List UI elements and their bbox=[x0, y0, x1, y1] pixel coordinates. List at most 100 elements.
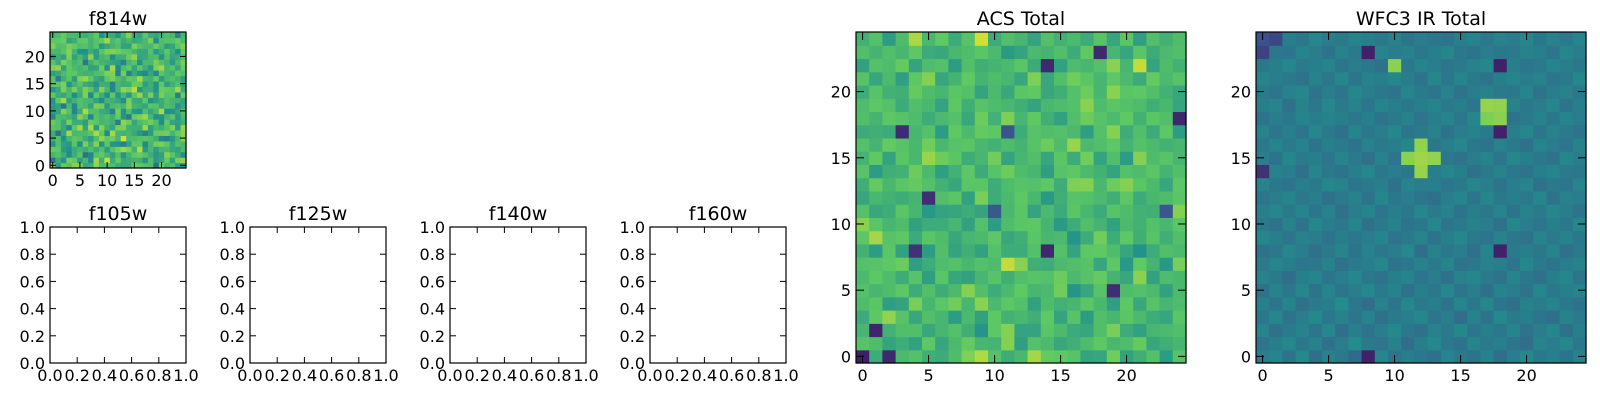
heatmap-cell bbox=[1080, 111, 1095, 126]
heatmap-cell bbox=[961, 296, 976, 311]
heatmap-cell bbox=[82, 59, 89, 66]
heatmap-cell bbox=[180, 157, 187, 164]
heatmap-cell bbox=[1546, 310, 1561, 324]
heatmap-cell bbox=[153, 59, 160, 66]
heatmap-cell bbox=[1054, 323, 1068, 338]
heatmap-cell bbox=[98, 119, 105, 126]
heatmap-cell bbox=[1335, 296, 1349, 311]
heatmap-cell bbox=[1520, 230, 1534, 245]
heatmap-cell bbox=[1172, 32, 1187, 46]
y-tick-label: 20 bbox=[1231, 83, 1251, 102]
heatmap-cell bbox=[1146, 217, 1161, 232]
heatmap-cell bbox=[142, 86, 149, 93]
heatmap-cell bbox=[109, 48, 116, 55]
heatmap-cell bbox=[895, 349, 910, 364]
heatmap-cell bbox=[935, 296, 949, 311]
heatmap-cell bbox=[1120, 257, 1134, 271]
heatmap-cell bbox=[1361, 98, 1376, 113]
heatmap-cell bbox=[1040, 283, 1055, 298]
heatmap-cell bbox=[142, 157, 149, 164]
heatmap-cell bbox=[169, 32, 176, 39]
heatmap-cell bbox=[961, 257, 976, 271]
heatmap-cell bbox=[1440, 98, 1455, 113]
heatmap-cell bbox=[1427, 84, 1442, 99]
heatmap-cell bbox=[974, 124, 989, 139]
heatmap-cell bbox=[895, 45, 910, 60]
heatmap-cell bbox=[1493, 111, 1508, 126]
heatmap-cell bbox=[158, 129, 165, 136]
heatmap-cell bbox=[1269, 230, 1283, 245]
heatmap-cell bbox=[1040, 71, 1055, 86]
heatmap-cell bbox=[1146, 71, 1161, 86]
heatmap-cell bbox=[55, 42, 62, 49]
heatmap-cell bbox=[115, 146, 122, 153]
heatmap-cell bbox=[1533, 137, 1547, 152]
panel-title: f140w bbox=[489, 203, 548, 225]
heatmap-cell bbox=[1335, 283, 1349, 298]
heatmap-cell bbox=[66, 129, 73, 136]
heatmap-cell bbox=[1361, 296, 1376, 311]
heatmap-cell bbox=[1146, 323, 1161, 338]
heatmap-cell bbox=[1348, 58, 1363, 73]
heatmap-cell bbox=[1093, 84, 1108, 99]
heatmap-cell bbox=[158, 75, 165, 82]
heatmap-cell bbox=[1361, 84, 1376, 99]
heatmap-cell bbox=[1159, 257, 1174, 271]
heatmap-cell bbox=[147, 48, 154, 55]
heatmap-cell bbox=[1454, 283, 1468, 298]
heatmap-cell bbox=[1480, 310, 1495, 324]
heatmap-cell bbox=[1440, 310, 1455, 324]
heatmap-cell bbox=[1093, 164, 1108, 179]
heatmap-cell bbox=[1520, 111, 1534, 126]
heatmap-cell bbox=[856, 98, 870, 113]
heatmap-cell bbox=[1067, 58, 1081, 73]
heatmap-cell bbox=[82, 102, 89, 109]
heatmap-cell bbox=[948, 84, 963, 99]
heatmap-cell bbox=[1467, 270, 1481, 285]
heatmap-cell bbox=[1054, 45, 1068, 60]
heatmap-cell bbox=[974, 71, 989, 86]
heatmap-cell bbox=[1322, 243, 1336, 258]
heatmap-cell bbox=[82, 53, 89, 60]
heatmap-cell bbox=[120, 113, 127, 120]
x-tick-label: 0 bbox=[858, 366, 868, 385]
heatmap-cell bbox=[71, 75, 78, 82]
heatmap-cell bbox=[1454, 111, 1468, 126]
heatmap-cell bbox=[856, 310, 870, 324]
heatmap-cell bbox=[1027, 336, 1042, 351]
heatmap-cell bbox=[71, 135, 78, 142]
heatmap-cell bbox=[1414, 111, 1429, 126]
heatmap-cell bbox=[153, 53, 160, 60]
heatmap-cell bbox=[1146, 111, 1161, 126]
heatmap-cell bbox=[1427, 151, 1442, 165]
heatmap-cell bbox=[895, 177, 910, 192]
heatmap-cell bbox=[856, 177, 870, 192]
heatmap-cell bbox=[1146, 190, 1161, 205]
heatmap-cell bbox=[1454, 124, 1468, 139]
heatmap-cell bbox=[882, 296, 897, 311]
heatmap-cell bbox=[1427, 98, 1442, 113]
heatmap-cell bbox=[1401, 323, 1415, 338]
heatmap-cell bbox=[1093, 349, 1108, 364]
heatmap-cell bbox=[1282, 204, 1297, 218]
heatmap-cell bbox=[169, 146, 176, 153]
heatmap-cell bbox=[55, 53, 62, 60]
heatmap-cell bbox=[88, 108, 95, 115]
heatmap-cell bbox=[1440, 164, 1455, 179]
heatmap-cell bbox=[175, 75, 182, 82]
heatmap-cell bbox=[1282, 164, 1297, 179]
heatmap-cell bbox=[908, 84, 923, 99]
heatmap-cell bbox=[988, 243, 1002, 258]
heatmap-cell bbox=[895, 137, 910, 152]
heatmap-cell bbox=[55, 32, 62, 39]
heatmap-cell bbox=[60, 146, 67, 153]
heatmap-cell bbox=[137, 42, 144, 49]
heatmap-cell bbox=[961, 164, 976, 179]
heatmap-cell bbox=[908, 296, 923, 311]
heatmap-cell bbox=[1572, 270, 1587, 285]
heatmap-cell bbox=[147, 64, 154, 71]
heatmap-cell bbox=[922, 58, 936, 73]
heatmap-cell bbox=[1401, 32, 1415, 46]
heatmap-cell bbox=[1093, 283, 1108, 298]
heatmap-cell bbox=[1080, 190, 1095, 205]
